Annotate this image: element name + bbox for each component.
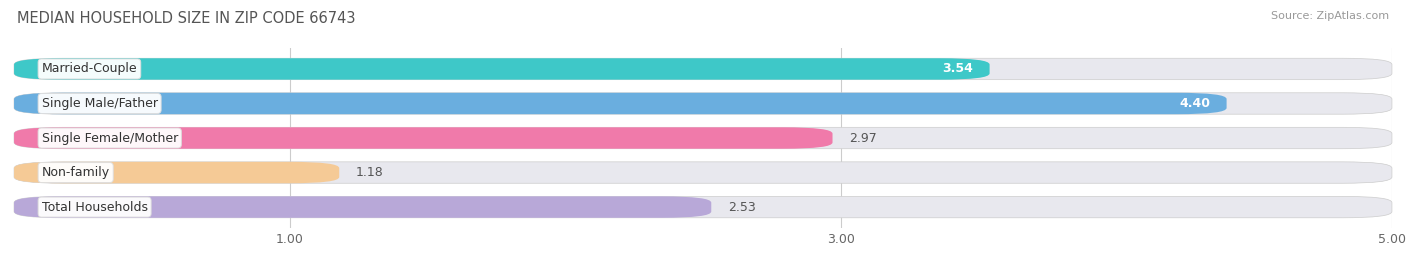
Text: Single Female/Mother: Single Female/Mother <box>42 132 179 144</box>
Text: MEDIAN HOUSEHOLD SIZE IN ZIP CODE 66743: MEDIAN HOUSEHOLD SIZE IN ZIP CODE 66743 <box>17 11 356 26</box>
Text: Non-family: Non-family <box>42 166 110 179</box>
FancyBboxPatch shape <box>14 196 711 218</box>
Text: 4.40: 4.40 <box>1180 97 1211 110</box>
FancyBboxPatch shape <box>14 196 1392 218</box>
FancyBboxPatch shape <box>14 58 990 80</box>
FancyBboxPatch shape <box>14 127 832 149</box>
Text: Total Households: Total Households <box>42 200 148 214</box>
Text: 2.53: 2.53 <box>728 200 755 214</box>
FancyBboxPatch shape <box>14 162 339 183</box>
Text: Married-Couple: Married-Couple <box>42 62 138 76</box>
FancyBboxPatch shape <box>14 58 1392 80</box>
Text: Single Male/Father: Single Male/Father <box>42 97 157 110</box>
Text: 3.54: 3.54 <box>942 62 973 76</box>
Text: 2.97: 2.97 <box>849 132 877 144</box>
FancyBboxPatch shape <box>14 162 1392 183</box>
FancyBboxPatch shape <box>14 127 1392 149</box>
Text: Source: ZipAtlas.com: Source: ZipAtlas.com <box>1271 11 1389 21</box>
FancyBboxPatch shape <box>14 93 1392 114</box>
Text: 1.18: 1.18 <box>356 166 384 179</box>
FancyBboxPatch shape <box>14 93 1226 114</box>
